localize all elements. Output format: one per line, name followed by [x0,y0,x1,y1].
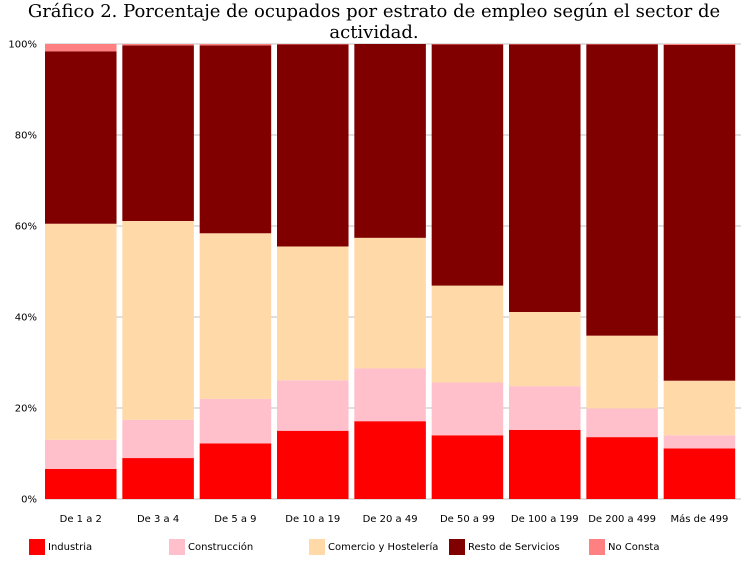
bar-segment [45,468,117,499]
y-tick-label: 0% [21,495,37,506]
bar-segment [509,44,581,312]
bar-segment [45,44,117,52]
bar-segment [122,45,194,221]
bar-segment [199,233,272,399]
bar-segment [45,51,117,224]
x-tick-label: De 20 a 49 [363,514,418,525]
bar-segment [586,335,658,409]
bar-segment [199,45,272,234]
y-axis-ticks: 0% 20% 40% 60% 80% 100% [8,40,37,506]
bar-segment [663,380,736,436]
bar-segment [277,380,349,431]
bar-segment [354,44,426,238]
x-tick-label: Más de 499 [670,513,728,525]
bar-segment [45,223,117,440]
legend-label: Resto de Servicios [468,541,560,553]
legend-swatch [169,539,185,555]
y-tick-label: 20% [15,404,37,415]
bar-segment [663,44,736,45]
legend-swatch [449,539,465,555]
x-tick-label: De 200 a 499 [588,514,656,525]
x-axis-ticks: De 1 a 2 De 3 a 4 De 5 a 9 De 10 a 19 De 20 … [60,513,729,525]
legend-label: Comercio y Hostelería [328,541,439,553]
bar-segment [663,435,736,449]
bar-segment [354,237,426,369]
legend-item: No Consta [589,537,659,557]
legend-label: No Consta [608,541,660,553]
legend-swatch [309,539,325,555]
bar-segment [199,443,272,499]
bar-segment [586,437,658,499]
bar-segment [122,220,194,420]
bar-segment [277,430,349,499]
bar-segment [199,398,272,444]
bar-segment [663,44,736,381]
bar-segment [663,448,736,499]
bar-segment [122,419,194,459]
bar-segment [199,44,272,46]
legend-swatch [589,539,605,555]
y-tick-label: 80% [15,131,37,142]
bar-segment [122,458,194,499]
bar-segment [354,421,426,499]
bar-segment [431,285,504,383]
bars [45,44,736,499]
bar-segment [277,246,349,381]
x-tick-label: De 100 a 199 [511,514,579,525]
bar-segment [431,435,504,499]
bar-segment [122,44,194,46]
x-tick-label: De 5 a 9 [214,514,256,525]
bar-segment [431,44,504,286]
legend-label: Industria [48,541,93,553]
legend-item: Construcción [169,537,253,557]
chart-legend: Industria Construcción Comercio y Hosteler… [0,537,748,559]
y-tick-label: 40% [15,313,37,324]
bar-segment [354,368,426,422]
y-tick-label: 60% [15,222,37,233]
legend-item: Industria [29,537,92,557]
x-tick-label: De 10 a 19 [285,514,340,525]
x-tick-label: De 50 a 99 [440,514,495,525]
x-tick-label: De 1 a 2 [60,514,102,525]
bar-segment [45,439,117,469]
legend-item: Comercio y Hostelería [309,537,438,557]
x-tick-label: De 3 a 4 [137,514,179,525]
bar-segment [509,386,581,430]
bar-segment [586,44,658,336]
chart-title: Gráfico 2. Porcentaje de ocupados por es… [27,1,721,43]
stacked-bar-chart: 0% 20% 40% 60% 80% 100% De 1 a 2 De 3 a 4 De 5 … [8,40,741,525]
bar-segment [431,382,504,436]
bar-segment [277,44,349,247]
legend-swatch [29,539,45,555]
bar-segment [509,429,581,499]
legend-label: Construcción [188,541,254,553]
y-tick-label: 100% [8,40,37,51]
bar-segment [509,311,581,387]
legend-item: Resto de Servicios [449,537,560,557]
bar-segment [586,408,658,438]
